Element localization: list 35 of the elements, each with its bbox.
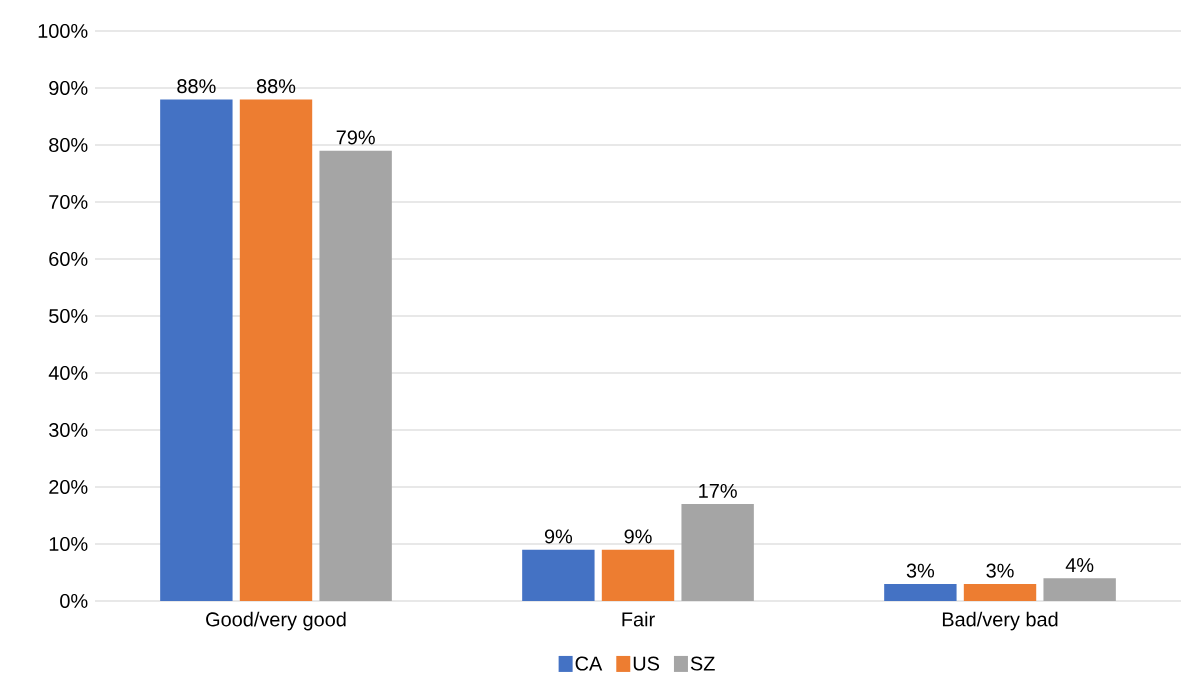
data-label: 3% (986, 563, 1014, 578)
bar (1043, 578, 1116, 601)
data-label: 9% (544, 529, 573, 544)
legend-label: US (633, 656, 660, 671)
data-label: 9% (624, 529, 652, 544)
bar (681, 504, 754, 601)
bar (160, 99, 233, 601)
bar (319, 150, 392, 601)
y-tick-label: 50% (49, 308, 88, 324)
legend-label: SZ (690, 656, 715, 671)
bar (884, 583, 957, 601)
y-tick-label: 0% (60, 593, 88, 609)
bar (239, 99, 313, 601)
y-tick-label: 10% (49, 536, 88, 552)
x-tick-label: Fair (622, 611, 655, 627)
y-tick-label: 40% (48, 365, 88, 381)
y-tick-label: 20% (49, 479, 88, 495)
data-label: 79% (336, 130, 375, 145)
x-tick-label: Bad/very bad (942, 611, 1058, 631)
data-label: 3% (906, 563, 935, 578)
y-tick-label: 80% (49, 137, 88, 153)
data-label: 88% (177, 79, 216, 94)
y-tick-label: 60% (49, 251, 88, 267)
data-label: 88% (256, 79, 296, 94)
bar (522, 549, 595, 601)
legend-label: CA (575, 656, 603, 671)
bar (601, 549, 675, 601)
x-tick-label: Good/very good (206, 611, 346, 631)
y-tick-label: 100% (38, 23, 88, 39)
y-tick-label: 30% (49, 422, 88, 438)
y-tick-label: 70% (49, 194, 88, 210)
data-label: 4% (1065, 558, 1094, 572)
data-label: 17% (699, 483, 737, 498)
y-tick-label: 90% (49, 80, 88, 96)
bar (963, 583, 1037, 601)
